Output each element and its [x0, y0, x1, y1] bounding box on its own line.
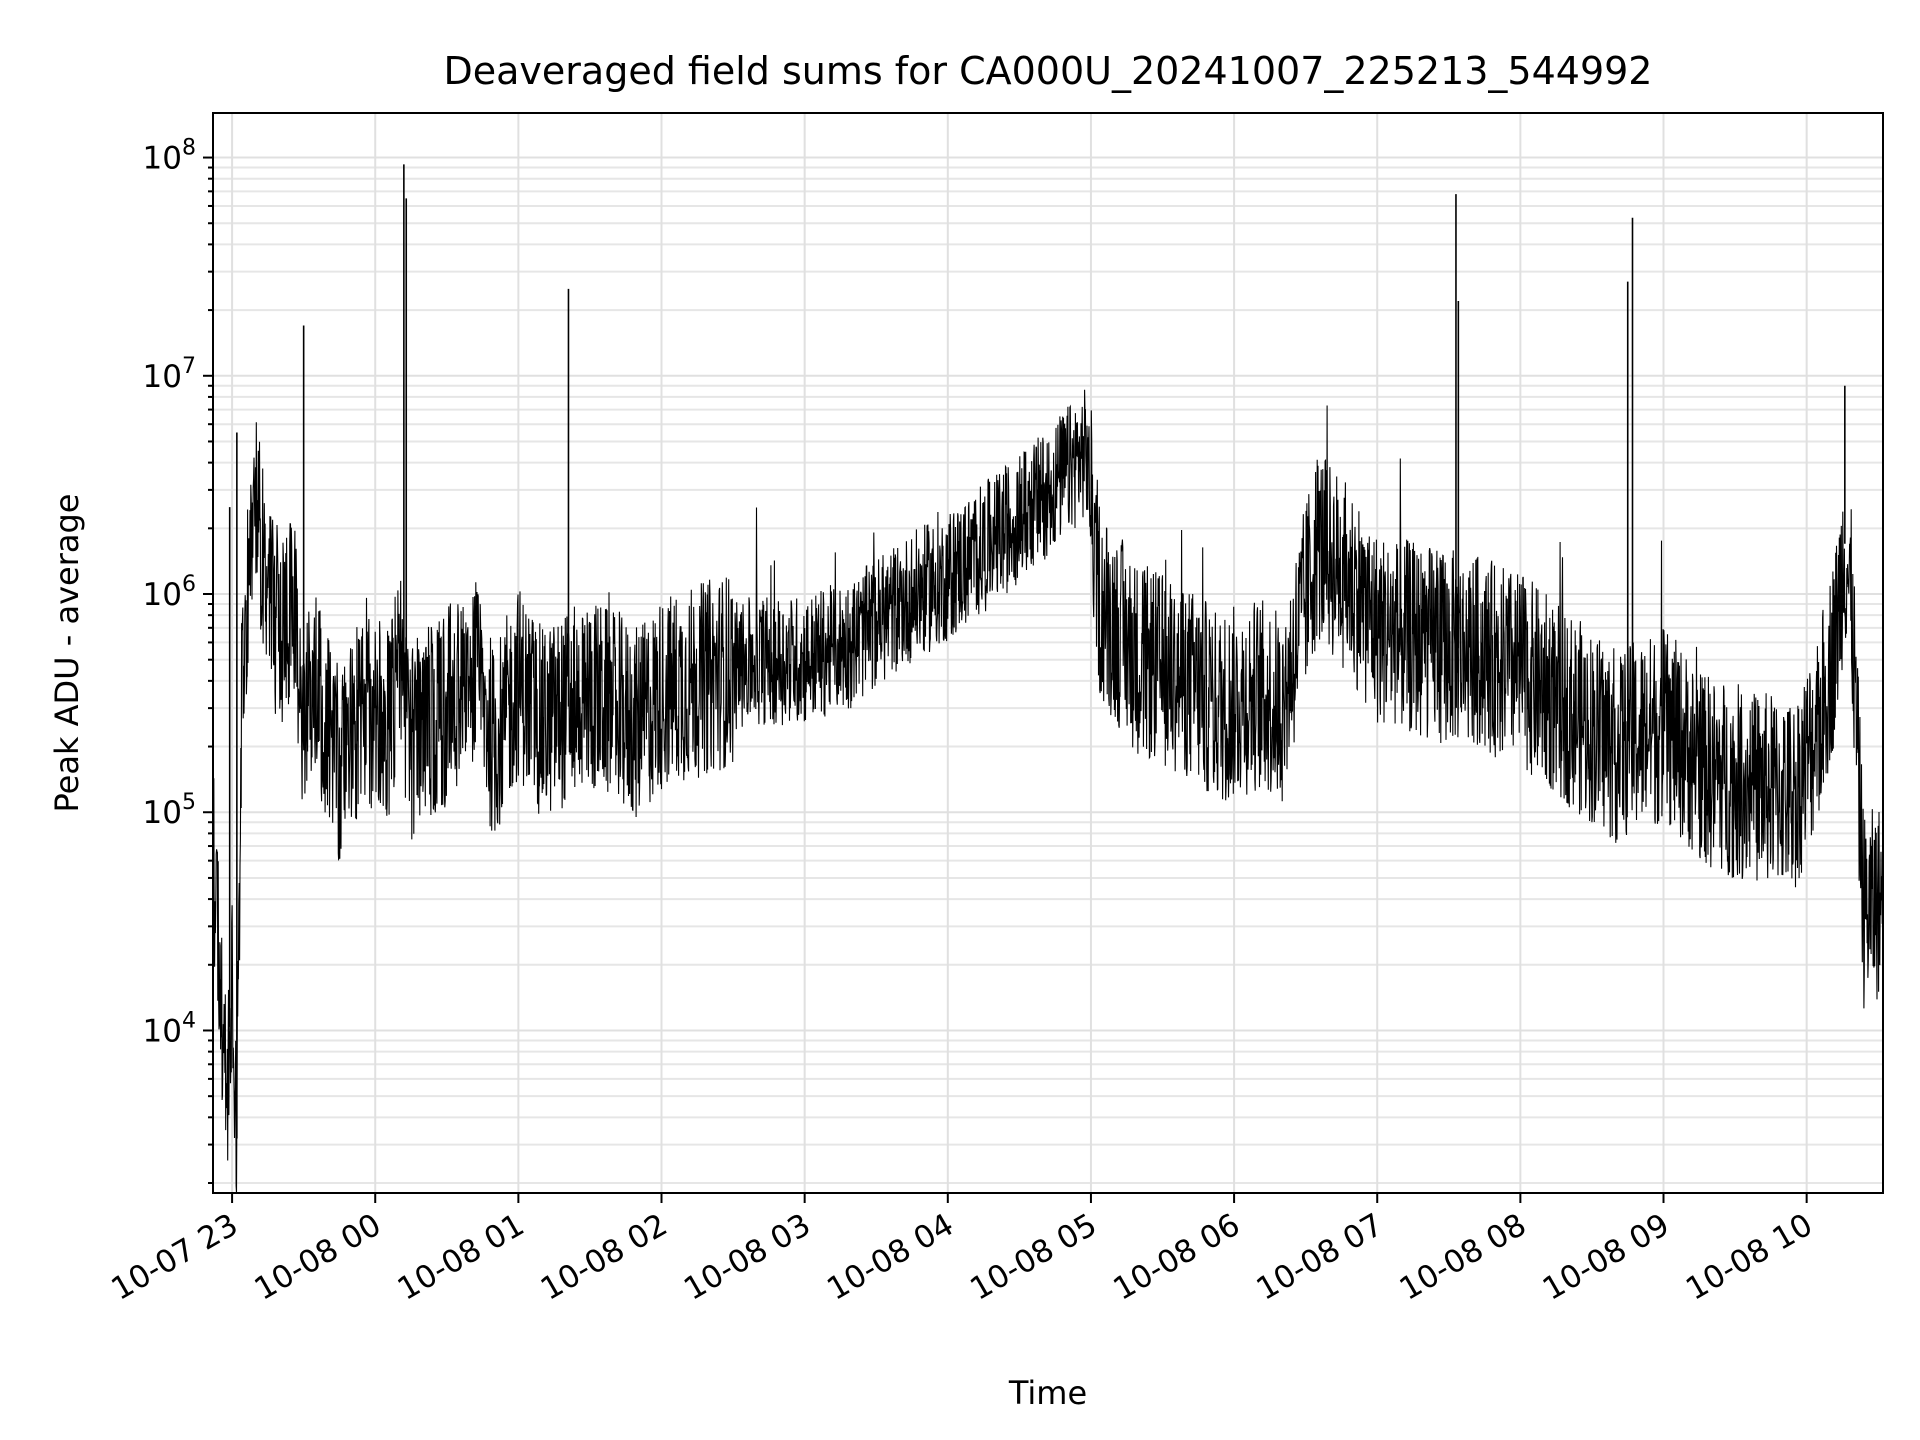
y-tick-label: 108: [143, 136, 196, 177]
y-tick-label: 104: [143, 1008, 196, 1049]
series-line: [213, 389, 1883, 1193]
x-axis-label: Time: [1008, 1374, 1087, 1412]
chart-title: Deaveraged field sums for CA000U_2024100…: [444, 49, 1653, 93]
y-axis-label: Peak ADU - average: [48, 494, 86, 813]
y-tick-label: 106: [143, 572, 196, 613]
y-tick-label: 105: [143, 790, 196, 831]
y-tick-label: 107: [143, 354, 196, 395]
plot-frame: [212, 112, 1884, 1194]
data-layer: [213, 164, 1883, 1193]
y-axis: 104 105 106 107 108: [143, 136, 213, 1185]
